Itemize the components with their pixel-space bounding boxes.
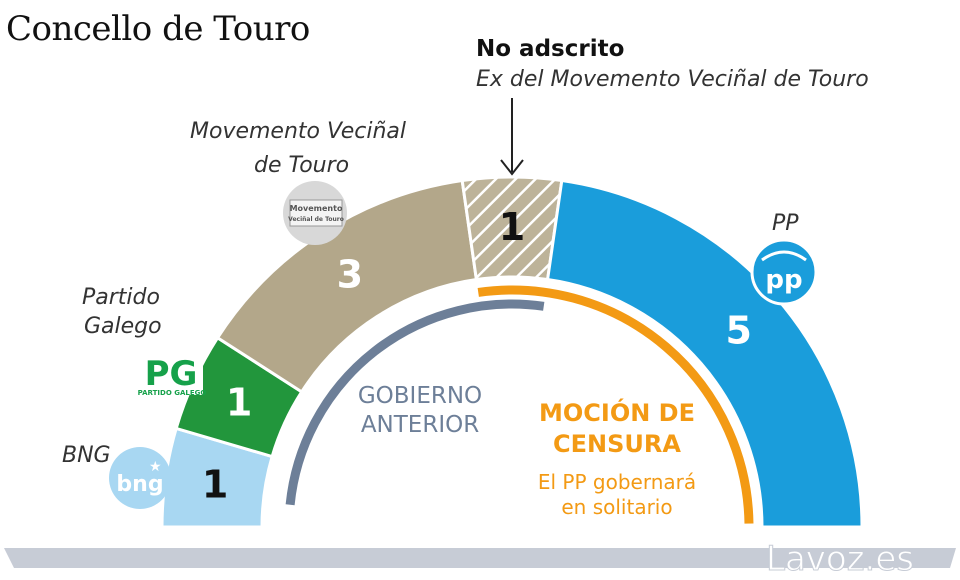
label-mvt-line2: de Touro [254, 153, 349, 178]
pp-logo-text: pp [765, 265, 802, 295]
pg-logo: PG PARTIDO GALEGO [138, 350, 207, 397]
bng-logo: ★ bng [109, 447, 171, 509]
gobierno-line2: ANTERIOR [361, 412, 479, 438]
bracket-gobierno-anterior [285, 299, 545, 506]
mocion-sub2: en solitario [561, 495, 672, 519]
mocion-line2: CENSURA [553, 430, 681, 458]
mocion-line1: MOCIÓN DE [539, 397, 695, 427]
note-heading: No adscrito [476, 36, 624, 62]
note-subheading: Ex del Movemento Veciñal de Touro [476, 67, 869, 92]
mvt-logo: Movemento Veciñal de Touro [283, 181, 347, 245]
page-title: Concello de Touro [6, 9, 310, 49]
label-pp: PP [772, 211, 799, 236]
mocion-sub1: El PP gobernará [538, 470, 696, 494]
seat-count-no-adscrito: 1 [499, 205, 525, 249]
mvt-logo-line2: Veciñal de Touro [288, 216, 344, 223]
label-bng: BNG [62, 443, 111, 468]
label-pg-line1: Partido [82, 285, 160, 310]
group-brackets [285, 285, 754, 524]
bracket-mocion-censura [477, 285, 754, 524]
seat-count-movemento-veci-al-de-touro: 3 [337, 253, 363, 297]
seat-arcs [160, 175, 864, 529]
seat-count-pp: 5 [725, 309, 751, 353]
note-arrow-head [500, 159, 524, 176]
seat-count-bng: 1 [202, 462, 228, 506]
pp-logo: pp [750, 238, 818, 306]
watermark: Lavoz.es [766, 539, 914, 579]
label-pg-line2: Galego [84, 314, 162, 339]
gobierno-line1: GOBIERNO [358, 383, 482, 409]
seat-labels: 1 1 3 1 5 [202, 205, 752, 506]
seat-arc-pp [545, 178, 864, 529]
label-mvt-line1: Movemento Veciñal [190, 119, 406, 144]
star-icon: ★ [149, 459, 162, 475]
pg-logo-caption: PARTIDO GALEGO [138, 389, 207, 397]
bng-logo-text: bng [116, 472, 163, 497]
footer-bar [4, 548, 956, 568]
seat-count-partido-galego: 1 [226, 380, 252, 424]
mvt-logo-line1: Movemento [290, 204, 343, 213]
pg-logo-letters: PG [145, 354, 198, 394]
